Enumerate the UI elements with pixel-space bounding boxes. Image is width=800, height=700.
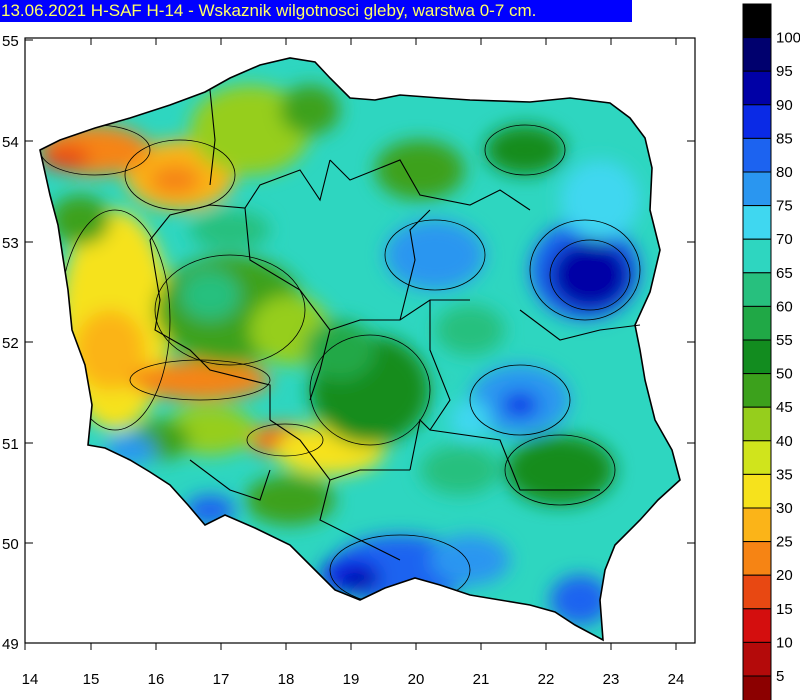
axis-ticks	[24, 38, 695, 650]
legend-swatch	[742, 37, 772, 72]
legend-swatch	[742, 305, 772, 341]
x-tick-label: 19	[343, 671, 360, 688]
legend-swatch	[742, 440, 772, 475]
x-tick-label: 14	[22, 671, 39, 688]
legend-swatch	[742, 205, 772, 240]
x-tick-label: 23	[603, 671, 620, 688]
legend-label: 75	[776, 198, 793, 215]
legend-label: 80	[776, 164, 793, 181]
y-tick-label: 51	[2, 436, 19, 453]
legend-swatch	[742, 171, 772, 207]
y-tick-label: 54	[2, 134, 19, 151]
legend-swatch	[742, 641, 772, 677]
legend-swatch	[742, 70, 772, 106]
legend-label: 15	[776, 601, 793, 618]
x-tick-label: 16	[148, 671, 165, 688]
legend-label: 55	[776, 332, 793, 349]
legend-swatch	[742, 238, 772, 274]
legend-swatch	[742, 373, 772, 408]
legend-label: 5	[776, 668, 784, 685]
legend-labels: 100 95 90 85 80 75 70 65 60 55 50 45 40 35 30 25 20 15 10 5…	[776, 30, 800, 685]
legend-label: 100	[776, 30, 800, 47]
legend-swatch	[742, 3, 772, 39]
legend-swatch	[742, 507, 772, 543]
legend-label: 85	[776, 130, 793, 147]
legend-swatch	[742, 406, 772, 442]
legend-label: 10	[776, 634, 793, 651]
legend-label: 30	[776, 500, 793, 517]
legend-swatch	[742, 339, 772, 375]
legend-label: 70	[776, 231, 793, 248]
legend-label: 90	[776, 97, 793, 114]
y-tick-label: 50	[2, 536, 19, 553]
legend-label: 50	[776, 366, 793, 383]
region-borders	[149, 89, 641, 561]
legend-swatch	[742, 675, 772, 700]
x-tick-label: 17	[213, 671, 230, 688]
x-tick-label: 15	[83, 671, 100, 688]
legend-swatch	[742, 104, 772, 139]
legend-swatch	[742, 272, 772, 307]
legend-label: 40	[776, 433, 793, 450]
x-tick-label: 20	[408, 671, 425, 688]
legend-swatch	[742, 574, 772, 610]
legend-swatch	[742, 137, 772, 173]
legend-label: 20	[776, 567, 793, 584]
x-tick-label: 21	[473, 671, 490, 688]
legend-color-bar	[742, 3, 772, 700]
y-tick-label: 53	[2, 235, 19, 252]
legend-swatch	[742, 541, 772, 576]
y-tick-label: 55	[2, 33, 19, 50]
legend-label: 95	[776, 63, 793, 80]
legend-swatch	[742, 608, 772, 643]
legend-swatch	[742, 473, 772, 509]
legend-label: 60	[776, 298, 793, 315]
x-tick-label: 24	[668, 671, 685, 688]
country-border	[39, 57, 681, 642]
y-tick-label: 49	[2, 636, 19, 653]
legend-label: 35	[776, 466, 793, 483]
x-tick-label: 22	[538, 671, 555, 688]
y-tick-label: 52	[2, 335, 19, 352]
legend-label: 25	[776, 534, 793, 551]
x-tick-label: 18	[278, 671, 295, 688]
legend-label: 65	[776, 265, 793, 282]
legend-label: 45	[776, 399, 793, 416]
map-title: 13.06.2021 H-SAF H-14 - Wskaznik wilgotn…	[0, 0, 632, 22]
